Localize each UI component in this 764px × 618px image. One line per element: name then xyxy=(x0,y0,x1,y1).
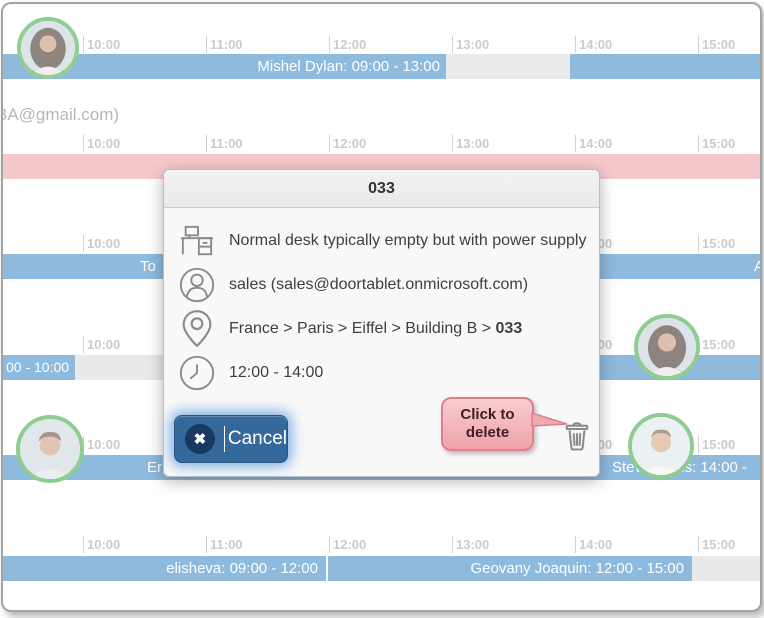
time-tick-label: 10:00 xyxy=(87,37,121,52)
detail-row-location: France > Paris > Eiffel > Building B > 0… xyxy=(177,307,522,351)
time-tick-label: 15:00 xyxy=(702,236,736,251)
time-tick-label: 10:00 xyxy=(87,437,121,452)
location-pin-icon xyxy=(177,309,217,349)
booking-label: Mishel Dylan: 09:00 - 13:00 xyxy=(257,58,440,75)
time-tick-label: 14:00 xyxy=(579,136,613,151)
booking-row-mishel: Mishel Dylan: 09:00 - 13:00 xyxy=(3,54,760,79)
time-tick-label: 13:00 xyxy=(456,37,490,52)
trash-icon[interactable] xyxy=(563,420,591,452)
booking-time: 12:00 - 14:00 xyxy=(229,364,324,381)
text-cursor xyxy=(223,426,225,452)
delete-tooltip: Click to delete xyxy=(441,397,534,451)
detail-row-time: 12:00 - 14:00 xyxy=(177,351,323,395)
booking-label-fragment: A xyxy=(754,254,760,279)
tick-row-2: 10:00 11:00 12:00 13:00 14:00 15:00 xyxy=(3,134,760,154)
tooltip-line-2: delete xyxy=(465,424,510,441)
time-tick-label: 10:00 xyxy=(87,337,121,352)
free-slot[interactable] xyxy=(446,54,570,79)
location-desk-number: 033 xyxy=(495,320,523,337)
tooltip-line-1: Click to xyxy=(460,406,515,423)
time-tick-label: 14:00 xyxy=(579,37,613,52)
desk-icon xyxy=(177,221,217,261)
time-tick-label: 11:00 xyxy=(210,136,243,151)
time-tick-label: 10:00 xyxy=(87,236,121,251)
booking-label: Geovany Joaquin: 12:00 - 15:00 xyxy=(470,560,685,577)
free-slot[interactable] xyxy=(692,556,760,581)
time-tick-label: 13:00 xyxy=(456,537,490,552)
cancel-button[interactable]: ✖ Cancel xyxy=(174,415,288,463)
booking-row-bottom: elisheva: 09:00 - 12:00 Geovany Joaquin:… xyxy=(3,556,760,581)
location-path-prefix: France > Paris > Eiffel > Building B > xyxy=(229,320,496,337)
time-tick-label: 11:00 xyxy=(210,37,243,52)
booking-detail-dialog: 033 Normal desk typically empty but with… xyxy=(163,169,600,477)
time-tick-label: 12:00 xyxy=(333,136,367,151)
person-icon xyxy=(177,265,217,305)
booking-label: 00 - 10:00 xyxy=(6,359,70,375)
booking-bar[interactable] xyxy=(3,355,75,380)
booking-bar[interactable] xyxy=(3,556,326,581)
detail-row-owner: sales (sales@doortablet.onmicrosoft.com) xyxy=(177,263,528,307)
tooltip-tail xyxy=(531,411,568,427)
booking-bar[interactable] xyxy=(570,54,760,79)
booking-label-fragment: To xyxy=(140,258,156,275)
cancel-button-label: Cancel xyxy=(227,428,287,449)
avatar-woman-right xyxy=(634,314,700,380)
booking-bar[interactable] xyxy=(328,556,692,581)
tick-row-1: 10:00 11:00 12:00 13:00 14:00 15:00 xyxy=(3,35,760,55)
time-tick-label: 15:00 xyxy=(702,337,736,352)
booking-label: elisheva: 09:00 - 12:00 xyxy=(166,560,318,577)
scheduler-background: 10:00 11:00 12:00 13:00 14:00 15:00 10:00 11:0… xyxy=(3,4,760,610)
owner-email: sales (sales@doortablet.onmicrosoft.com) xyxy=(229,276,529,293)
avatar-man-right xyxy=(628,413,694,479)
tick-row-6: 10:00 11:00 12:00 13:00 14:00 15:00 xyxy=(3,535,760,555)
time-tick-label: 15:00 xyxy=(702,37,736,52)
time-tick-label: 11:00 xyxy=(210,537,243,552)
time-tick-label: 15:00 xyxy=(702,136,736,151)
resource-email: BA@gmail.com) xyxy=(1,105,120,124)
booking-label-fragment: Er xyxy=(147,459,162,476)
circle-x-icon: ✖ xyxy=(185,424,215,454)
location-path: France > Paris > Eiffel > Building B > 0… xyxy=(229,320,522,338)
time-tick-label: 10:00 xyxy=(87,537,121,552)
avatar-man-left xyxy=(16,415,84,483)
avatar-woman-top xyxy=(17,17,79,79)
dialog-title: 033 xyxy=(164,170,599,208)
desk-description: Normal desk typically empty but with pow… xyxy=(229,232,587,249)
time-tick-label: 15:00 xyxy=(702,537,736,552)
time-tick-label: 15:00 xyxy=(702,437,736,452)
time-tick-label: 13:00 xyxy=(456,136,490,151)
time-tick-label: 10:00 xyxy=(87,136,121,151)
clock-icon xyxy=(177,353,217,393)
time-tick-label: 12:00 xyxy=(333,37,367,52)
time-tick-label: 12:00 xyxy=(333,537,367,552)
time-tick-label: 14:00 xyxy=(579,537,613,552)
detail-row-desk: Normal desk typically empty but with pow… xyxy=(177,219,586,263)
